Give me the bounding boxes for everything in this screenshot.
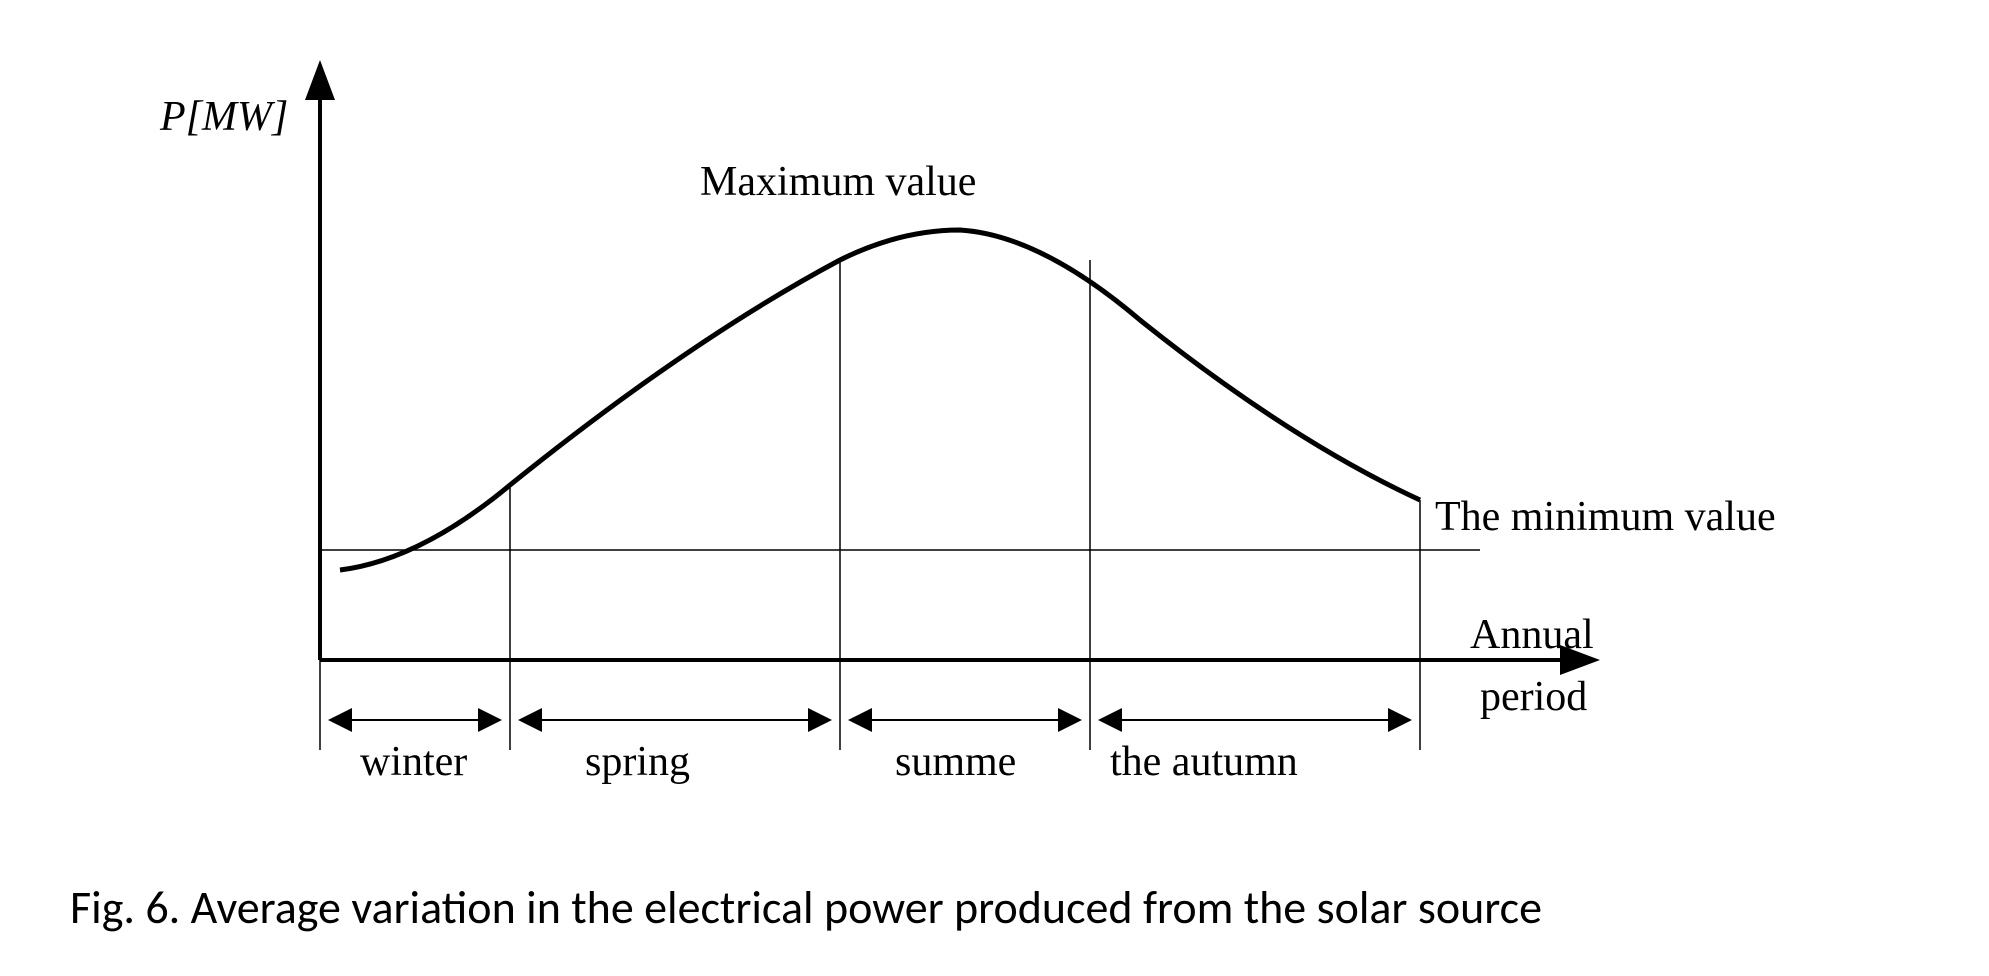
figure-caption: Fig. 6. Average variation in the electri… [40, 880, 1940, 936]
diagram-svg: P[MW] Annual period Maximum value The mi… [40, 40, 1940, 860]
x-axis-label-2: period [1480, 674, 1587, 720]
x-axis-label-1: Annual [1470, 612, 1594, 658]
y-axis-label: P[MW] [159, 94, 288, 140]
label-spring: spring [585, 739, 690, 785]
label-summer: summe [895, 739, 1016, 785]
min-value-label: The minimum value [1435, 494, 1776, 540]
label-autumn: the autumn [1110, 739, 1298, 785]
label-winter: winter [360, 739, 467, 785]
figure-container: P[MW] Annual period Maximum value The mi… [40, 40, 1940, 936]
power-curve [340, 230, 1420, 570]
max-value-label: Maximum value [700, 159, 976, 205]
y-axis-arrowhead [305, 60, 335, 100]
